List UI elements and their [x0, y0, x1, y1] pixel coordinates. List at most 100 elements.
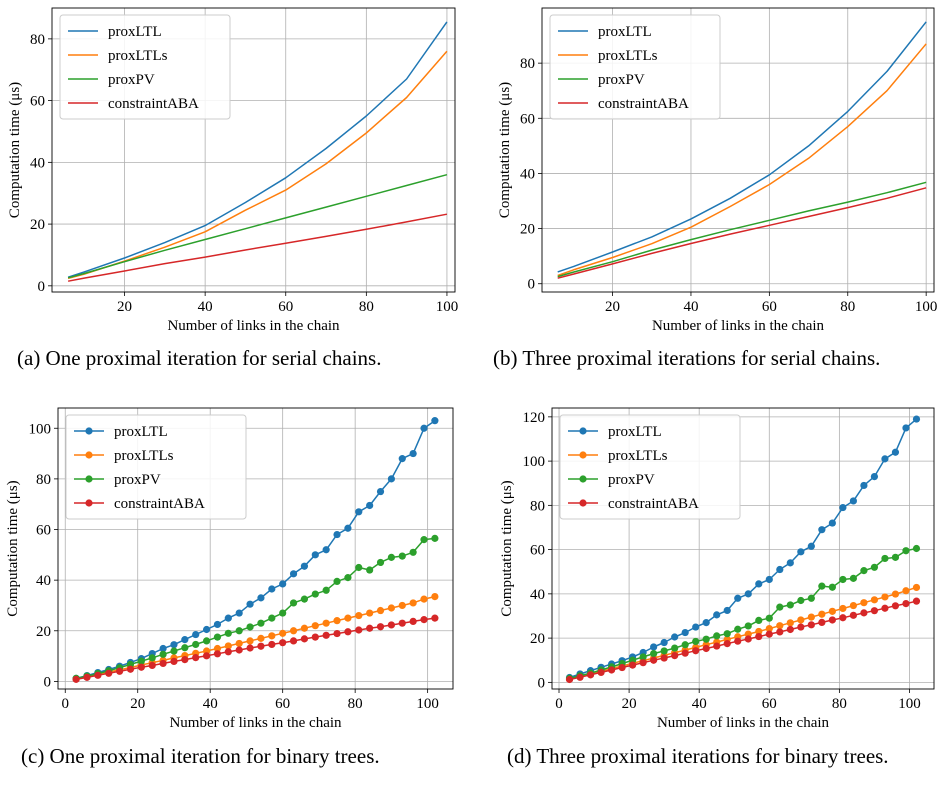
data-point-proxPV — [755, 616, 763, 625]
data-point-constraintABA — [912, 597, 921, 605]
data-point-proxPV — [300, 595, 309, 603]
data-point-proxPV — [235, 627, 243, 635]
chart-b: 20 40 60 80 100 0 20 40 60 80 Number of links in t… — [497, 7, 937, 334]
data-point-proxLTLs — [289, 627, 298, 635]
caption-a: (a) One proximal iteration for serial ch… — [17, 346, 382, 370]
legend-marker-constraintABA — [85, 499, 93, 507]
y-tick-label: 20 — [36, 624, 51, 640]
data-point-constraintABA — [333, 629, 341, 638]
data-point-proxLTL — [881, 455, 889, 463]
data-point-proxPV — [786, 601, 794, 609]
legend-label: proxLTLs — [108, 48, 168, 64]
data-point-constraintABA — [607, 666, 616, 674]
data-point-constraintABA — [116, 667, 124, 675]
legend-label: proxLTLs — [598, 48, 658, 64]
data-point-proxLTL — [828, 519, 836, 527]
data-point-proxLTLs — [902, 587, 910, 595]
series-line-proxLTLs — [569, 586, 917, 681]
y-tick-label: 40 — [520, 166, 535, 182]
data-point-proxLTLs — [849, 601, 857, 610]
data-point-proxLTL — [431, 417, 439, 425]
data-point-constraintABA — [257, 642, 265, 650]
x-tick-label: 0 — [61, 696, 69, 712]
y-tick-label: 20 — [530, 631, 545, 647]
data-point-constraintABA — [765, 630, 773, 638]
data-point-proxLTL — [268, 585, 276, 593]
data-point-proxPV — [849, 574, 857, 582]
data-point-proxLTL — [420, 424, 428, 432]
data-point-proxPV — [660, 647, 668, 655]
y-tick-label: 80 — [520, 56, 535, 72]
y-tick-label: 60 — [520, 111, 535, 127]
data-point-proxPV — [420, 536, 428, 544]
data-point-constraintABA — [202, 652, 211, 660]
data-point-proxLTL — [650, 643, 658, 651]
data-point-proxLTLs — [366, 609, 374, 617]
data-point-proxLTL — [246, 600, 254, 608]
caption-b: (b) Three proximal iterations for serial… — [493, 346, 881, 370]
legend-box — [549, 14, 721, 120]
data-point-proxLTL — [786, 559, 794, 567]
data-point-constraintABA — [94, 671, 102, 679]
data-point-proxPV — [181, 644, 189, 652]
data-point-proxLTL — [170, 641, 178, 649]
data-point-constraintABA — [565, 675, 574, 684]
data-point-proxPV — [322, 586, 330, 594]
legend-label: proxLTL — [114, 424, 168, 440]
x-tick-label: 80 — [840, 299, 855, 315]
data-point-proxLTLs — [279, 629, 287, 637]
caption-c: (c) One proximal iteration for binary tr… — [21, 744, 380, 768]
y-tick-label: 0 — [44, 674, 52, 690]
data-point-constraintABA — [72, 675, 80, 683]
data-point-proxPV — [860, 567, 868, 575]
data-point-constraintABA — [839, 614, 847, 622]
data-point-proxPV — [734, 625, 742, 633]
x-tick-label: 80 — [348, 696, 363, 712]
y-tick-label: 0 — [528, 277, 536, 293]
data-point-constraintABA — [597, 668, 605, 677]
data-point-proxLTL — [224, 614, 232, 622]
data-point-proxPV — [692, 637, 700, 646]
data-point-proxPV — [311, 590, 319, 598]
legend-label: constraintABA — [608, 496, 699, 512]
series-line-proxPV — [557, 181, 927, 278]
data-point-proxLTL — [755, 580, 763, 588]
data-point-constraintABA — [409, 617, 417, 626]
data-point-proxLTL — [713, 611, 721, 619]
data-point-proxLTL — [181, 636, 189, 644]
legend-label: constraintABA — [598, 96, 689, 112]
data-point-constraintABA — [576, 673, 584, 681]
data-point-proxPV — [170, 647, 178, 655]
data-point-constraintABA — [849, 611, 857, 619]
legend-marker-constraintABA — [579, 499, 587, 507]
data-point-constraintABA — [723, 640, 731, 648]
legend-marker-proxLTL — [85, 427, 93, 435]
data-point-proxLTLs — [224, 642, 232, 650]
data-point-proxLTL — [409, 449, 417, 458]
data-point-proxLTL — [376, 487, 385, 496]
legend-label: proxLTLs — [114, 448, 174, 464]
data-point-proxLTL — [322, 546, 330, 554]
data-point-constraintABA — [137, 663, 145, 671]
data-point-proxPV — [279, 609, 287, 617]
y-axis-label: Computation time (μs) — [5, 480, 21, 616]
y-axis-label: Computation time (μs) — [499, 480, 515, 616]
data-point-proxPV — [366, 566, 374, 574]
x-axis-label: Number of links in the chain — [652, 318, 825, 334]
legend-label: proxPV — [608, 472, 655, 488]
legend-label: proxLTLs — [608, 448, 668, 464]
data-point-proxPV — [344, 574, 352, 582]
data-point-constraintABA — [376, 623, 385, 631]
data-point-constraintABA — [818, 618, 826, 627]
data-point-proxLTLs — [870, 596, 879, 604]
plot-frame — [541, 7, 935, 293]
data-point-constraintABA — [744, 635, 752, 643]
data-point-constraintABA — [860, 609, 868, 617]
legend-label: proxPV — [114, 472, 161, 488]
data-point-proxLTL — [723, 606, 731, 615]
x-axis-label: Number of links in the chain — [657, 715, 830, 731]
data-point-proxPV — [807, 594, 815, 602]
data-point-proxPV — [681, 641, 689, 649]
data-point-proxPV — [776, 603, 784, 611]
series-line-proxPV — [75, 537, 435, 680]
